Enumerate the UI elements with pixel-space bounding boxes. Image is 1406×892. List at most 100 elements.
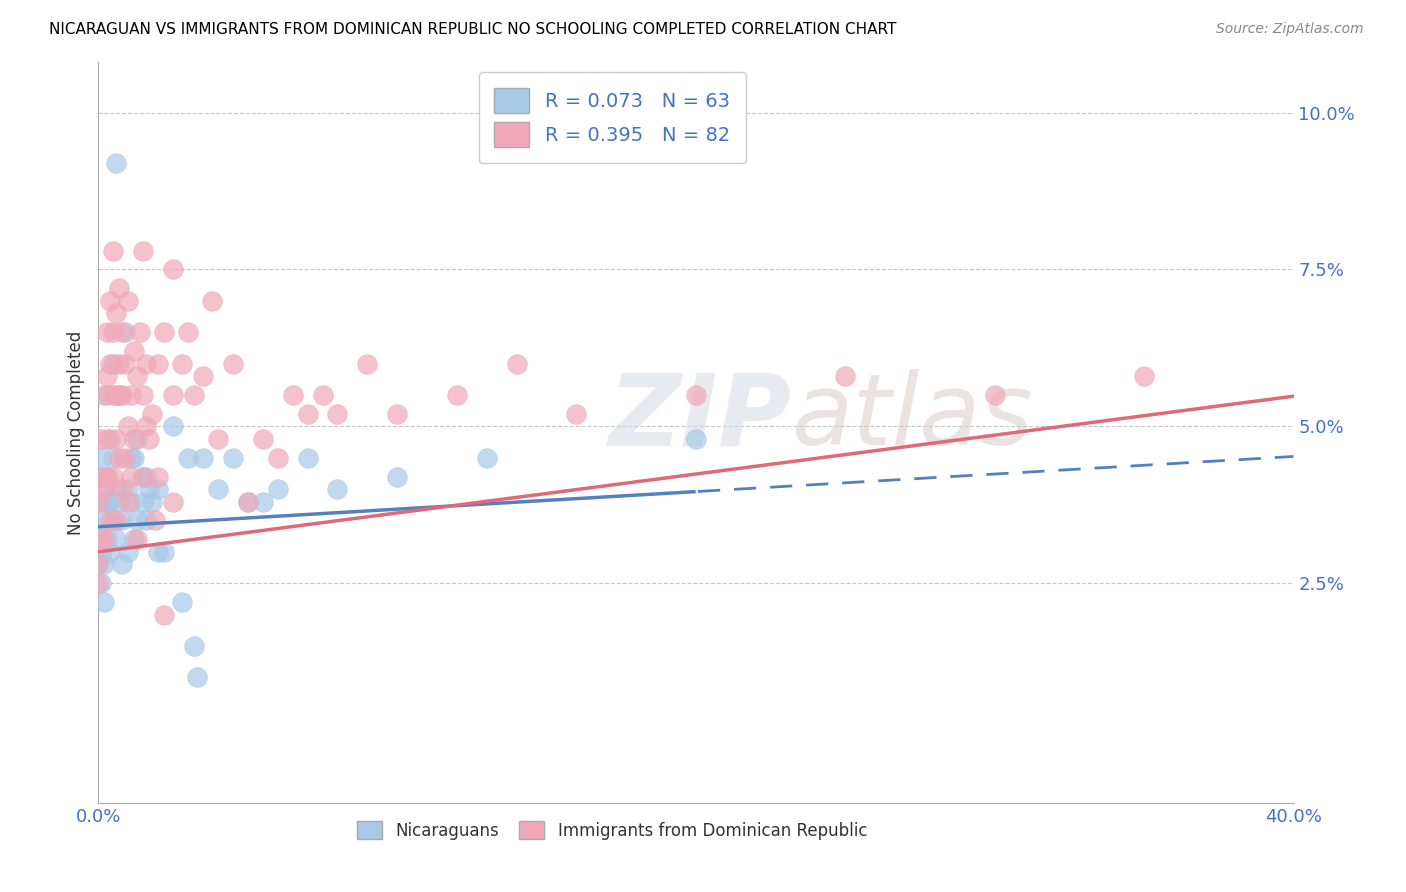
Point xyxy=(108,388,131,402)
Point xyxy=(252,432,274,446)
Text: atlas: atlas xyxy=(792,369,1033,467)
Point xyxy=(96,469,118,483)
Point xyxy=(162,419,184,434)
Point xyxy=(834,369,856,384)
Point xyxy=(111,558,134,572)
Point xyxy=(267,482,290,496)
Point xyxy=(98,432,122,446)
Point xyxy=(252,494,274,508)
Point xyxy=(93,482,115,496)
Point xyxy=(90,576,112,591)
Point xyxy=(141,407,163,421)
Point xyxy=(90,450,112,465)
Y-axis label: No Schooling Completed: No Schooling Completed xyxy=(66,331,84,534)
Point xyxy=(132,494,155,508)
Point xyxy=(236,494,259,508)
Point xyxy=(120,494,142,508)
Point xyxy=(385,407,409,421)
Point xyxy=(111,482,134,496)
Point xyxy=(96,325,118,339)
Point xyxy=(148,469,170,483)
Point xyxy=(135,419,157,434)
Point xyxy=(172,357,194,371)
Point xyxy=(98,513,122,527)
Point xyxy=(385,469,409,483)
Point xyxy=(236,494,259,508)
Point xyxy=(103,450,125,465)
Text: ZIP: ZIP xyxy=(609,369,792,467)
Point xyxy=(117,494,139,508)
Point xyxy=(446,388,468,402)
Point xyxy=(172,595,194,609)
Point xyxy=(96,494,118,508)
Point xyxy=(135,357,157,371)
Point xyxy=(207,432,229,446)
Point xyxy=(297,450,319,465)
Point xyxy=(108,357,131,371)
Point xyxy=(281,388,304,402)
Point xyxy=(96,469,118,483)
Point xyxy=(143,513,166,527)
Point xyxy=(93,595,115,609)
Point xyxy=(87,576,110,591)
Point xyxy=(103,513,125,527)
Point xyxy=(267,450,290,465)
Point xyxy=(183,639,205,653)
Point xyxy=(93,533,115,547)
Point xyxy=(98,357,122,371)
Point xyxy=(127,513,149,527)
Point xyxy=(87,494,110,508)
Point xyxy=(132,469,155,483)
Point xyxy=(475,450,498,465)
Point xyxy=(114,357,136,371)
Point xyxy=(124,344,146,359)
Point xyxy=(326,407,349,421)
Point xyxy=(153,607,176,622)
Point xyxy=(103,357,125,371)
Point xyxy=(326,482,349,496)
Point xyxy=(98,494,122,508)
Point xyxy=(138,482,160,496)
Point xyxy=(129,325,152,339)
Point xyxy=(135,469,157,483)
Point xyxy=(127,533,149,547)
Point xyxy=(984,388,1007,402)
Point xyxy=(90,469,112,483)
Point xyxy=(87,558,110,572)
Point xyxy=(162,388,184,402)
Point xyxy=(105,432,128,446)
Point xyxy=(124,432,146,446)
Point xyxy=(183,388,205,402)
Point xyxy=(124,533,146,547)
Text: NICARAGUAN VS IMMIGRANTS FROM DOMINICAN REPUBLIC NO SCHOOLING COMPLETED CORRELAT: NICARAGUAN VS IMMIGRANTS FROM DOMINICAN … xyxy=(49,22,897,37)
Point xyxy=(222,450,245,465)
Point xyxy=(90,533,112,547)
Point xyxy=(96,533,118,547)
Point xyxy=(153,545,176,559)
Point xyxy=(127,432,149,446)
Point xyxy=(93,482,115,496)
Point xyxy=(108,281,131,295)
Point xyxy=(93,558,115,572)
Point xyxy=(103,244,125,258)
Point xyxy=(141,494,163,508)
Point xyxy=(108,450,131,465)
Point xyxy=(177,450,200,465)
Point xyxy=(90,494,112,508)
Point xyxy=(356,357,378,371)
Point xyxy=(105,513,128,527)
Point xyxy=(93,513,115,527)
Point xyxy=(87,526,110,541)
Point xyxy=(120,469,142,483)
Point xyxy=(311,388,333,402)
Point xyxy=(108,388,131,402)
Point xyxy=(87,494,110,508)
Point xyxy=(148,357,170,371)
Point xyxy=(96,369,118,384)
Point xyxy=(111,388,134,402)
Point xyxy=(117,482,139,496)
Point xyxy=(135,513,157,527)
Point xyxy=(103,388,125,402)
Point xyxy=(105,388,128,402)
Point xyxy=(1133,369,1156,384)
